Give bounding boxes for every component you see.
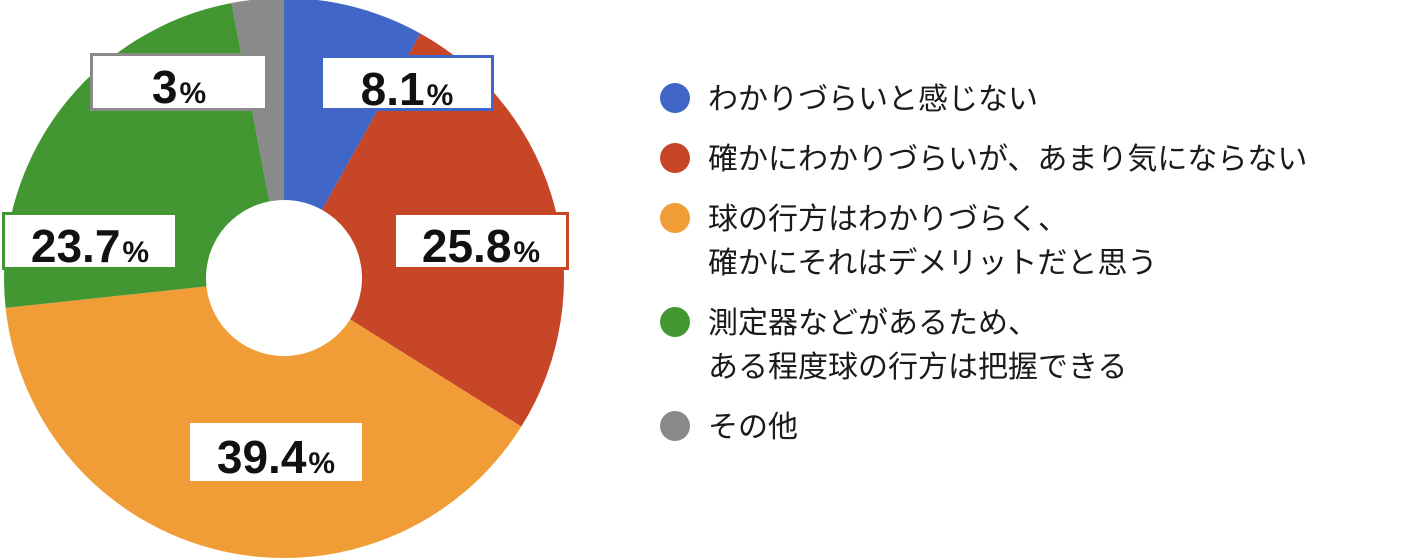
legend-item-0: わかりづらいと感じない bbox=[660, 78, 1307, 122]
legend-item-2: 球の行方はわかりづらく、確かにそれはデメリットだと思う bbox=[660, 198, 1307, 286]
legend-swatch bbox=[660, 307, 690, 337]
data-label-value: 23.7 bbox=[30, 220, 121, 272]
legend-swatch bbox=[660, 83, 690, 113]
legend-label: 測定器などがあるため、ある程度球の行方は把握できる bbox=[708, 302, 1127, 390]
data-label-4: 3% bbox=[90, 53, 268, 111]
data-label-1: 25.8% bbox=[393, 212, 569, 270]
data-label-2: 39.4% bbox=[190, 423, 362, 481]
legend-label-line: わかりづらいと感じない bbox=[708, 82, 1038, 117]
data-label-percent: % bbox=[179, 77, 207, 110]
legend-label-line: 確かにわかりづらいが、あまり気にならない bbox=[708, 142, 1308, 177]
legend-label: 球の行方はわかりづらく、確かにそれはデメリットだと思う bbox=[708, 198, 1157, 286]
legend-label: その他 bbox=[708, 406, 798, 450]
data-label-value: 8.1 bbox=[360, 63, 425, 115]
data-label-0: 8.1% bbox=[320, 55, 494, 115]
legend-swatch bbox=[660, 411, 690, 441]
legend-label-line: その他 bbox=[708, 410, 798, 445]
legend: わかりづらいと感じない 確かにわかりづらいが、あまり気にならない 球の行方はわかりづ… bbox=[660, 78, 1307, 466]
legend-item-3: 測定器などがあるため、ある程度球の行方は把握できる bbox=[660, 302, 1307, 390]
legend-item-4: その他 bbox=[660, 406, 1307, 450]
legend-label: 確かにわかりづらいが、あまり気にならない bbox=[708, 138, 1307, 182]
legend-item-1: 確かにわかりづらいが、あまり気にならない bbox=[660, 138, 1307, 182]
data-label-percent: % bbox=[122, 236, 150, 269]
legend-label-line: 球の行方はわかりづらく、 bbox=[708, 202, 1068, 237]
data-label-value: 25.8 bbox=[421, 220, 512, 272]
data-label-percent: % bbox=[426, 79, 454, 112]
pie-slice-2 bbox=[5, 286, 522, 558]
legend-label-line: 確かにそれはデメリットだと思う bbox=[708, 246, 1158, 281]
data-label-percent: % bbox=[308, 447, 336, 480]
data-label-percent: % bbox=[513, 236, 541, 269]
legend-label-line: 測定器などがあるため、 bbox=[708, 306, 1038, 341]
data-label-3: 23.7% bbox=[2, 212, 178, 270]
data-label-value: 3 bbox=[151, 61, 178, 113]
legend-label-line: ある程度球の行方は把握できる bbox=[708, 350, 1128, 385]
legend-swatch bbox=[660, 203, 690, 233]
legend-swatch bbox=[660, 143, 690, 173]
legend-label: わかりづらいと感じない bbox=[708, 78, 1038, 122]
data-label-value: 39.4 bbox=[216, 431, 307, 483]
